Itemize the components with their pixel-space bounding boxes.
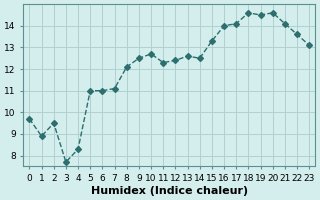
X-axis label: Humidex (Indice chaleur): Humidex (Indice chaleur) <box>91 186 248 196</box>
